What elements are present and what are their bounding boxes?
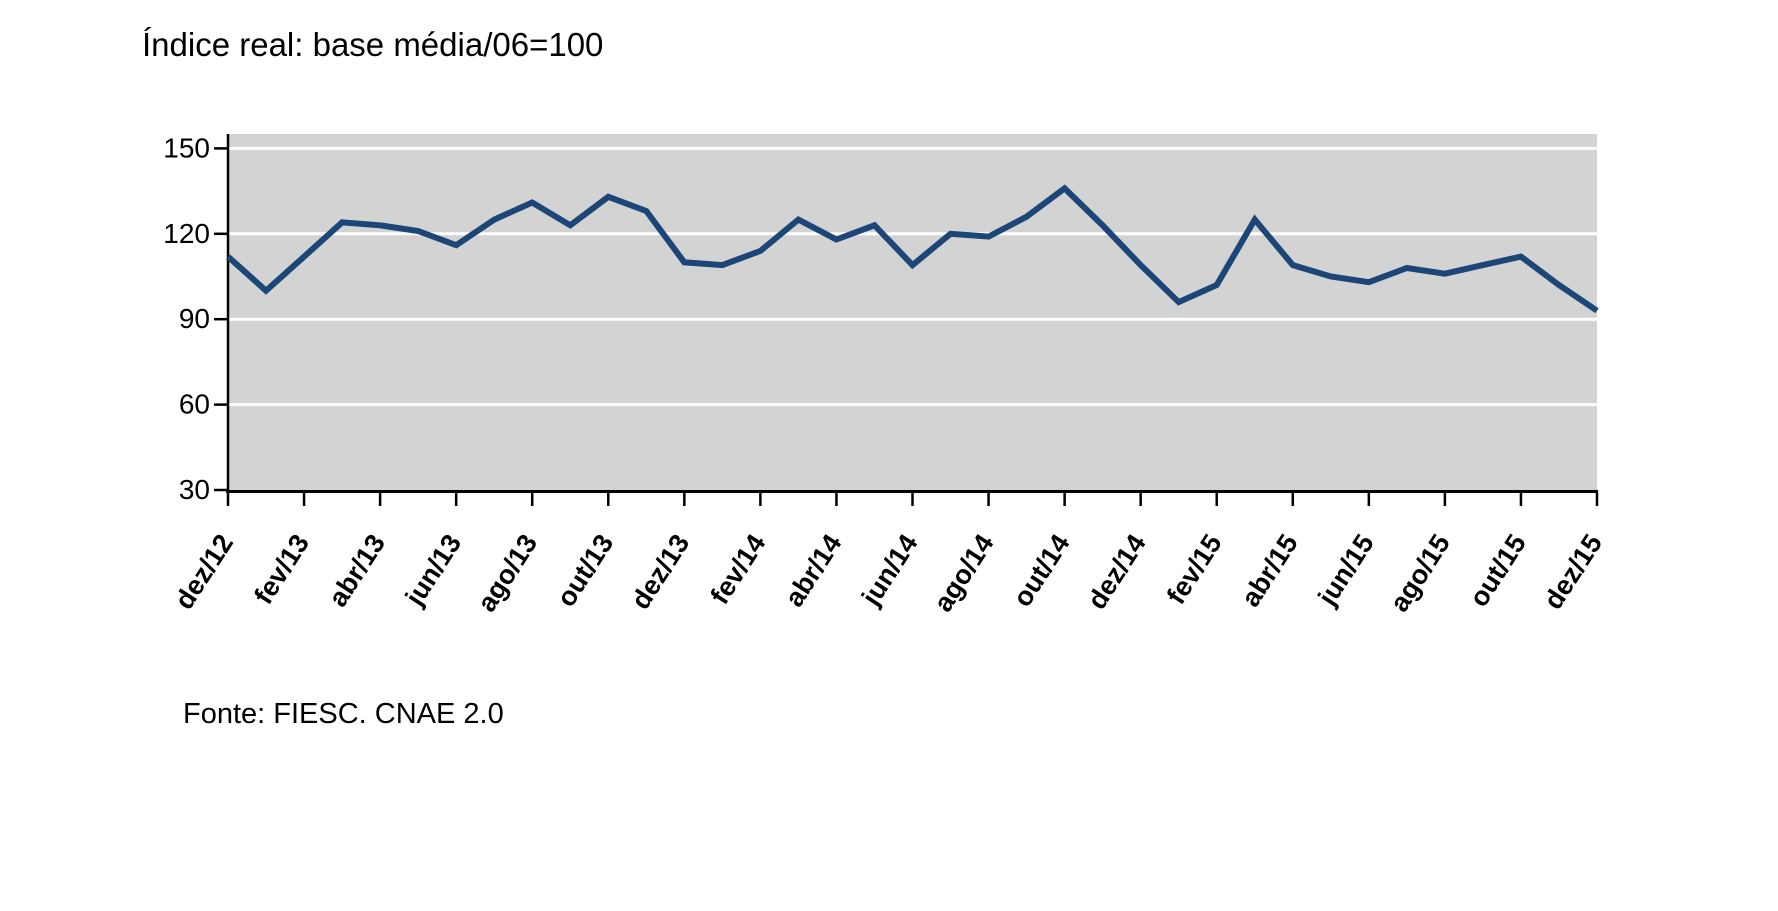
x-axis-label: abr/15 — [1235, 529, 1303, 612]
x-axis-label: abr/14 — [779, 529, 847, 612]
x-axis-label: dez/15 — [1538, 529, 1608, 615]
x-axis-label: out/13 — [551, 529, 619, 612]
x-axis-label: fev/14 — [705, 529, 772, 610]
y-axis-label: 60 — [179, 389, 210, 420]
x-axis-label: out/14 — [1007, 529, 1075, 612]
x-axis-label: abr/13 — [323, 529, 391, 612]
y-axis-label: 120 — [163, 218, 210, 249]
y-axis-label: 30 — [179, 474, 210, 505]
y-axis-label: 90 — [179, 303, 210, 334]
x-axis-label: dez/13 — [625, 529, 695, 615]
plot-area — [229, 134, 1597, 490]
x-axis-label: out/15 — [1464, 529, 1532, 612]
x-axis-label: ago/15 — [1384, 529, 1456, 617]
x-axis-label: jun/14 — [855, 529, 923, 612]
chart-title: Índice real: base média/06=100 — [142, 26, 604, 63]
x-axis-label: jun/13 — [399, 529, 467, 612]
source-note: Fonte: FIESC. CNAE 2.0 — [183, 698, 504, 730]
y-axis-label: 150 — [163, 132, 210, 163]
x-axis-label: fev/15 — [1161, 529, 1228, 610]
x-axis-label: fev/13 — [248, 529, 315, 610]
x-axis-label: ago/14 — [928, 529, 1000, 617]
x-axis-label: dez/14 — [1082, 529, 1152, 615]
x-axis-label: dez/12 — [169, 529, 239, 615]
data-series-line — [225, 184, 1599, 314]
x-axis-label: ago/13 — [472, 529, 544, 617]
x-axis-label: jun/15 — [1312, 529, 1380, 612]
